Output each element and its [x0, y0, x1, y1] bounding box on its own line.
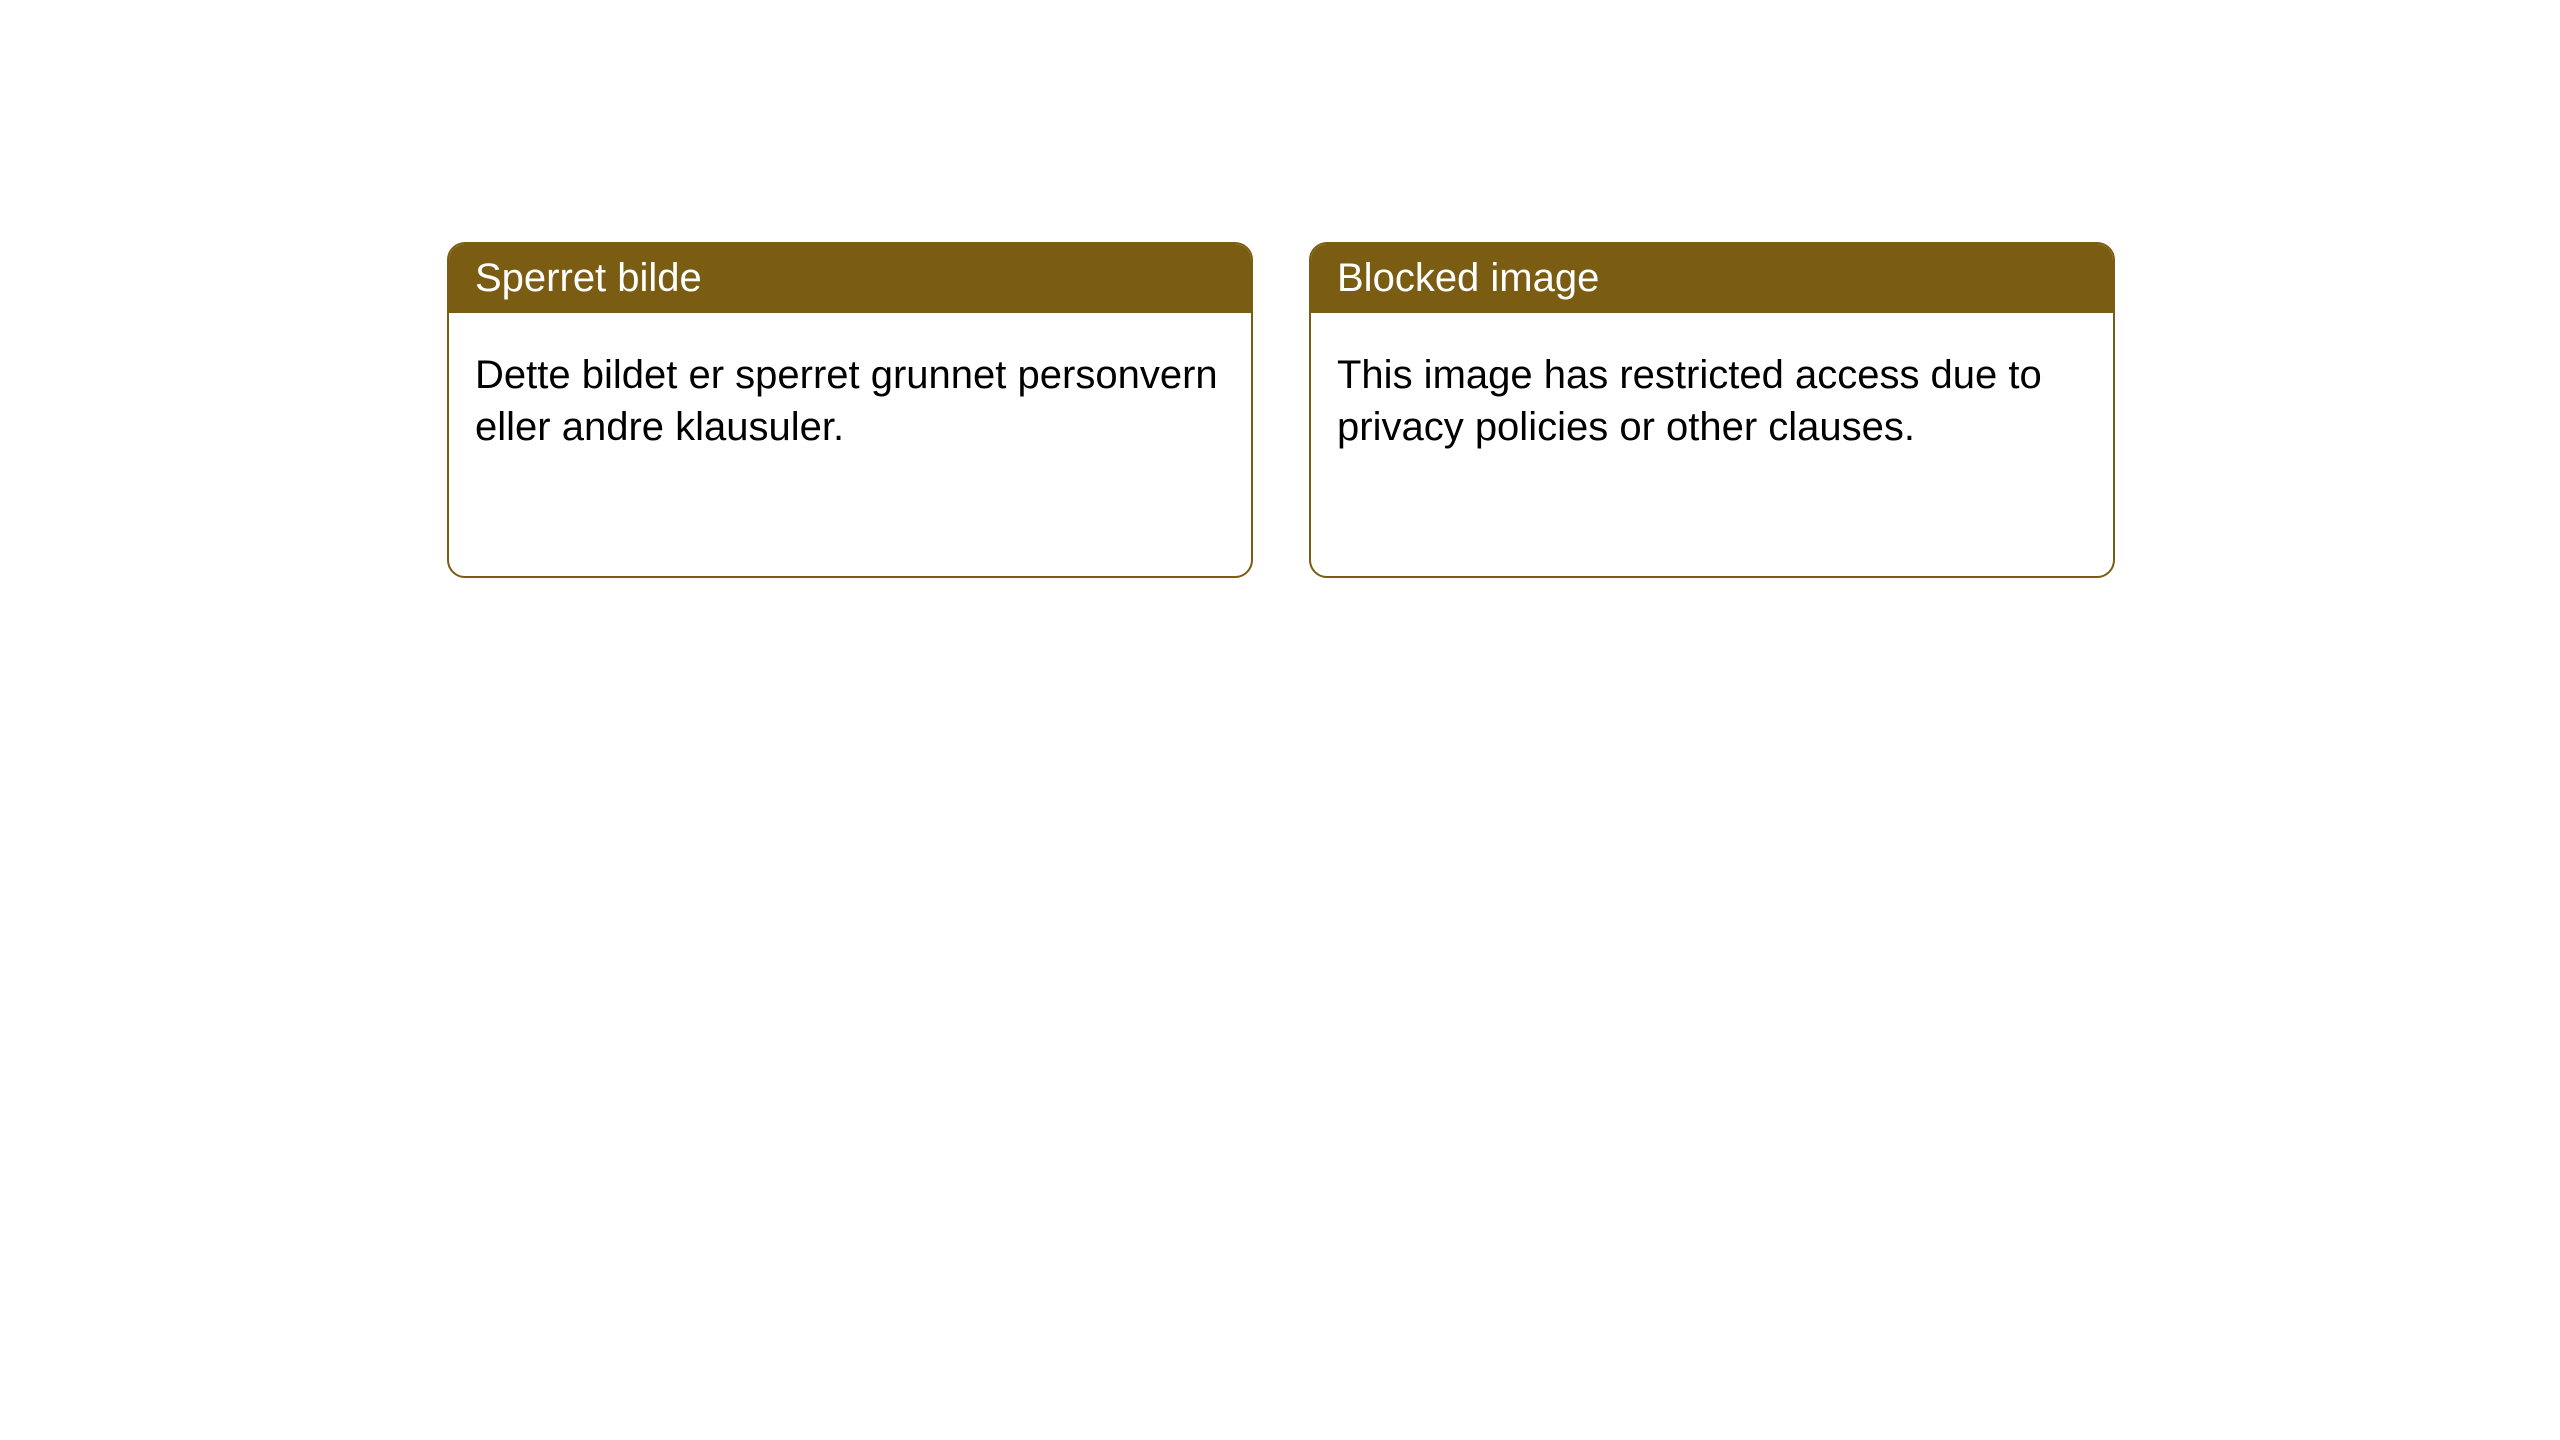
notice-card-norwegian: Sperret bilde Dette bildet er sperret gr… [447, 242, 1253, 578]
notice-card-title: Blocked image [1311, 244, 2113, 313]
notice-card-body: Dette bildet er sperret grunnet personve… [449, 313, 1251, 489]
notice-cards-container: Sperret bilde Dette bildet er sperret gr… [447, 242, 2115, 578]
notice-card-title: Sperret bilde [449, 244, 1251, 313]
notice-card-english: Blocked image This image has restricted … [1309, 242, 2115, 578]
notice-card-body: This image has restricted access due to … [1311, 313, 2113, 489]
